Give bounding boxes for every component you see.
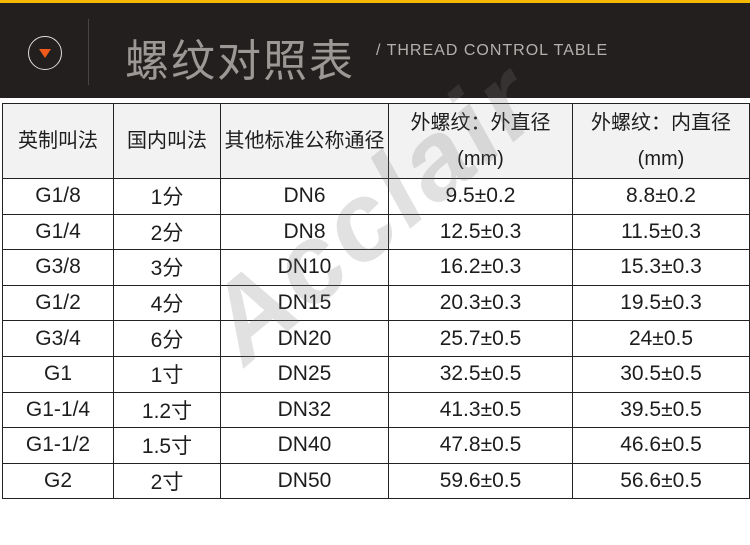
table-cell: DN15: [220, 284, 389, 322]
table-cell: 56.6±0.5: [572, 462, 750, 500]
table-cell: G1/4: [2, 213, 114, 251]
divider: [88, 19, 89, 85]
table-cell: G1/2: [2, 284, 114, 322]
table-cell: 19.5±0.3: [572, 284, 750, 322]
table-cell: 2寸: [113, 462, 221, 500]
table-cell: 25.7±0.5: [388, 320, 573, 357]
table-cell: 46.6±0.5: [572, 427, 750, 464]
table-row: G3/8 3分 DN10 16.2±0.3 15.3±0.3: [2, 249, 750, 286]
table-cell: 41.3±0.5: [388, 391, 573, 429]
table-cell: DN8: [220, 213, 389, 251]
page-subtitle: / THREAD CONTROL TABLE: [376, 42, 609, 59]
table-cell: 9.5±0.2: [388, 178, 573, 215]
table-cell: G1: [2, 355, 114, 393]
table-cell: 1分: [113, 178, 221, 215]
table-cell: 1寸: [113, 355, 221, 393]
table-row: G1/2 4分 DN15 20.3±0.3 19.5±0.3: [2, 284, 750, 322]
column-header: 外螺纹：外直径(mm): [388, 103, 573, 179]
table-cell: 6分: [113, 320, 221, 357]
column-header: 英制叫法: [2, 103, 114, 179]
table-cell: G3/8: [2, 249, 114, 286]
table-cell: DN6: [220, 178, 389, 215]
table-cell: 59.6±0.5: [388, 462, 573, 500]
column-header: 外螺纹：内直径(mm): [572, 103, 750, 179]
thread-table: 英制叫法 国内叫法 其他标准公称通径 外螺纹：外直径(mm) 外螺纹：内直径(mm) G…: [2, 103, 750, 500]
top-accent-line: [0, 0, 750, 3]
table-row: G1-1/2 1.5寸 DN40 47.8±0.5 46.6±0.5: [2, 427, 750, 464]
table-cell: 16.2±0.3: [388, 249, 573, 286]
table-cell: 30.5±0.5: [572, 355, 750, 393]
column-header: 国内叫法: [113, 103, 221, 179]
page-title: 螺纹对照表: [125, 36, 355, 87]
table-cell: 4分: [113, 284, 221, 322]
table-cell: DN10: [220, 249, 389, 286]
table-row: G1/8 1分 DN6 9.5±0.2 8.8±0.2: [2, 178, 750, 215]
table-cell: G2: [2, 462, 114, 500]
table-cell: G1-1/4: [2, 391, 114, 429]
table-cell: 12.5±0.3: [388, 213, 573, 251]
table-cell: DN25: [220, 355, 389, 393]
table-cell: DN32: [220, 391, 389, 429]
table-cell: 15.3±0.3: [572, 249, 750, 286]
table-cell: 1.5寸: [113, 427, 221, 464]
table-cell: DN50: [220, 462, 389, 500]
table-cell: 39.5±0.5: [572, 391, 750, 429]
header-banner: 螺纹对照表 / THREAD CONTROL TABLE: [0, 3, 750, 98]
table-cell: G3/4: [2, 320, 114, 357]
table-row: G1/4 2分 DN8 12.5±0.3 11.5±0.3: [2, 213, 750, 251]
table-cell: G1-1/2: [2, 427, 114, 464]
table-cell: 24±0.5: [572, 320, 750, 357]
table-cell: DN40: [220, 427, 389, 464]
table-cell: 2分: [113, 213, 221, 251]
table-cell: 3分: [113, 249, 221, 286]
column-header: 其他标准公称通径: [220, 103, 389, 179]
table-row: G2 2寸 DN50 59.6±0.5 56.6±0.5: [2, 462, 750, 500]
table-header-row: 英制叫法 国内叫法 其他标准公称通径 外螺纹：外直径(mm) 外螺纹：内直径(mm): [2, 103, 750, 179]
table-cell: 32.5±0.5: [388, 355, 573, 393]
table-cell: 1.2寸: [113, 391, 221, 429]
table-row: G3/4 6分 DN20 25.7±0.5 24±0.5: [2, 320, 750, 357]
table-cell: DN20: [220, 320, 389, 357]
table-cell: 20.3±0.3: [388, 284, 573, 322]
chevron-down-circle-icon: [28, 36, 62, 70]
table-cell: 11.5±0.3: [572, 213, 750, 251]
table-cell: G1/8: [2, 178, 114, 215]
table-row: G1 1寸 DN25 32.5±0.5 30.5±0.5: [2, 355, 750, 393]
table-row: G1-1/4 1.2寸 DN32 41.3±0.5 39.5±0.5: [2, 391, 750, 429]
table-cell: 47.8±0.5: [388, 427, 573, 464]
table-cell: 8.8±0.2: [572, 178, 750, 215]
